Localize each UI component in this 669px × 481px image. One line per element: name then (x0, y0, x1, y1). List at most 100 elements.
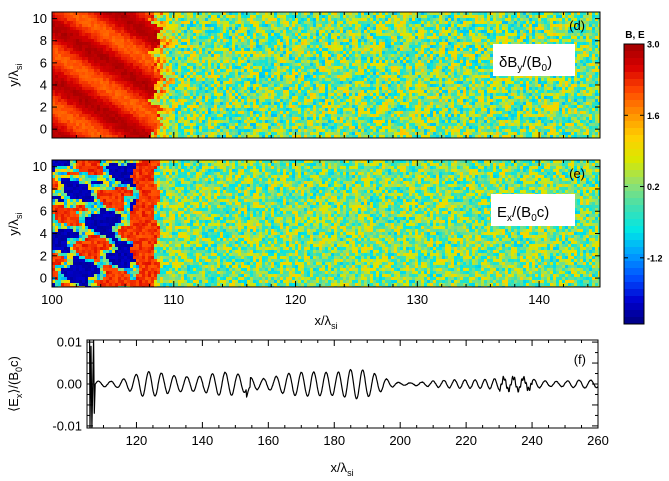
heatmap-cell (544, 33, 547, 36)
heatmap-cell (121, 78, 124, 81)
heatmap-cell (424, 66, 427, 69)
heatmap-cell (163, 30, 166, 33)
heatmap-cell (370, 36, 373, 39)
heatmap-cell (523, 21, 526, 24)
heatmap-cell (181, 69, 184, 72)
heatmap-cell (118, 60, 121, 63)
heatmap-cell (334, 30, 337, 33)
heatmap-cell (412, 18, 415, 21)
heatmap-cell (190, 30, 193, 33)
heatmap-cell (583, 78, 586, 81)
heatmap-cell (574, 60, 577, 63)
heatmap-cell (574, 75, 577, 78)
heatmap-cell (184, 81, 187, 84)
heatmap-cell (511, 30, 514, 33)
heatmap-cell (361, 87, 364, 90)
heatmap-cell (157, 27, 160, 30)
heatmap-cell (61, 42, 64, 45)
heatmap-cell (97, 54, 100, 57)
heatmap-cell (487, 36, 490, 39)
heatmap-cell (442, 66, 445, 69)
heatmap-cell (286, 78, 289, 81)
heatmap-cell (133, 90, 136, 93)
heatmap-cell (598, 69, 600, 72)
heatmap-cell (97, 24, 100, 27)
heatmap-cell (97, 72, 100, 75)
heatmap-cell (532, 30, 535, 33)
heatmap-cell (529, 30, 532, 33)
heatmap-cell (463, 21, 466, 24)
heatmap-cell (487, 21, 490, 24)
heatmap-cell (436, 24, 439, 27)
heatmap-cell (85, 72, 88, 75)
heatmap-cell (262, 54, 265, 57)
heatmap-cell (331, 15, 334, 18)
heatmap-cell (151, 78, 154, 81)
heatmap-cell (202, 72, 205, 75)
heatmap-cell (568, 42, 571, 45)
heatmap-cell (406, 66, 409, 69)
heatmap-cell (169, 60, 172, 63)
heatmap-cell (229, 72, 232, 75)
heatmap-cell (595, 36, 598, 39)
heatmap-cell (499, 12, 502, 15)
heatmap-cell (307, 45, 310, 48)
heatmap-cell (148, 93, 151, 96)
heatmap-cell (259, 27, 262, 30)
heatmap-cell (124, 30, 127, 33)
heatmap-cell (145, 69, 148, 72)
heatmap-cell (244, 42, 247, 45)
heatmap-cell (241, 36, 244, 39)
heatmap-cell (424, 75, 427, 78)
heatmap-cell (487, 15, 490, 18)
heatmap-cell (445, 12, 448, 15)
heatmap-cell (484, 54, 487, 57)
heatmap-cell (448, 45, 451, 48)
heatmap-cell (337, 24, 340, 27)
heatmap-cell (289, 66, 292, 69)
heatmap-cell (469, 54, 472, 57)
heatmap-cell (190, 93, 193, 96)
heatmap-cell (82, 75, 85, 78)
heatmap-cell (349, 42, 352, 45)
heatmap-cell (103, 24, 106, 27)
heatmap-cell (391, 66, 394, 69)
heatmap-cell (154, 30, 157, 33)
heatmap-cell (466, 27, 469, 30)
heatmap-cell (376, 72, 379, 75)
heatmap-cell (520, 18, 523, 21)
heatmap-cell (334, 81, 337, 84)
heatmap-cell (298, 75, 301, 78)
heatmap-cell (283, 18, 286, 21)
heatmap-cell (178, 12, 181, 15)
heatmap-cell (109, 90, 112, 93)
heatmap-cell (118, 51, 121, 54)
heatmap-cell (454, 54, 457, 57)
heatmap-cell (196, 87, 199, 90)
heatmap-cell (412, 48, 415, 51)
heatmap-cell (487, 81, 490, 84)
heatmap-cell (178, 15, 181, 18)
heatmap-cell (574, 21, 577, 24)
heatmap-cell (265, 27, 268, 30)
heatmap-cell (79, 81, 82, 84)
heatmap-cell (106, 12, 109, 15)
heatmap-cell (379, 57, 382, 60)
heatmap-cell (304, 63, 307, 66)
heatmap-cell (457, 72, 460, 75)
heatmap-cell (301, 12, 304, 15)
heatmap-cell (238, 45, 241, 48)
heatmap-cell (229, 54, 232, 57)
heatmap-cell (169, 36, 172, 39)
heatmap-cell (127, 66, 130, 69)
heatmap-cell (298, 60, 301, 63)
heatmap-cell (307, 42, 310, 45)
heatmap-cell (373, 57, 376, 60)
heatmap-cell (502, 81, 505, 84)
heatmap-cell (544, 36, 547, 39)
heatmap-cell (331, 18, 334, 21)
heatmap-cell (304, 90, 307, 93)
heatmap-cell (238, 69, 241, 72)
heatmap-cell (454, 84, 457, 87)
heatmap-cell (562, 30, 565, 33)
